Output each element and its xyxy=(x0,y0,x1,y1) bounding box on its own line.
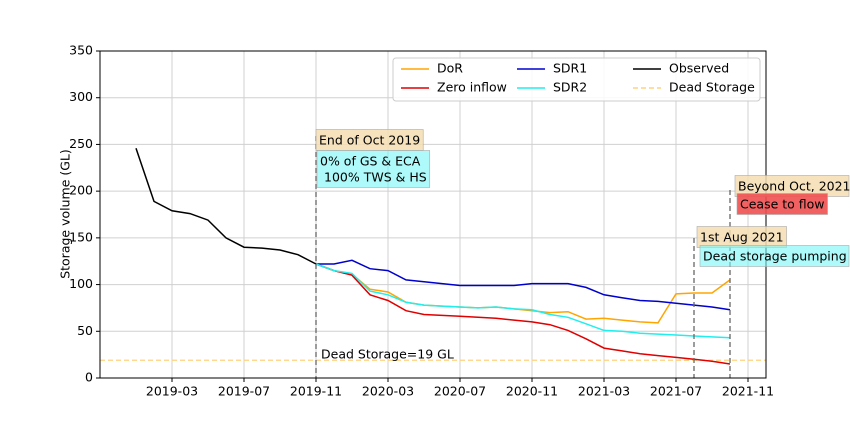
x-tick-label: 2021-03 xyxy=(578,384,630,399)
annotation-box xyxy=(699,245,850,267)
data-line xyxy=(315,263,731,339)
legend-label: SDR1 xyxy=(553,61,587,76)
x-tick-label: 2019-11 xyxy=(290,384,342,399)
y-tick-label: 150 xyxy=(69,229,93,244)
x-tick-label: 2020-03 xyxy=(362,384,414,399)
annotation: Dead Storage=19 GL xyxy=(321,347,454,362)
x-tick-label: 2020-11 xyxy=(506,384,558,399)
y-tick-label: 250 xyxy=(69,136,93,151)
x-tick-label: 2019-07 xyxy=(218,384,270,399)
annotation: Cease to flow xyxy=(736,193,828,215)
annotation: End of Oct 2019 xyxy=(315,129,424,151)
data-line xyxy=(316,259,731,311)
legend-label: Dead Storage xyxy=(669,80,755,95)
annotation-text: 1st Aug 2021 xyxy=(700,230,784,245)
x-tick-label: 2019-03 xyxy=(146,384,198,399)
annotation-text: 0% of GS & ECA xyxy=(320,154,421,169)
y-tick-label: 350 xyxy=(69,43,93,58)
annotation-box xyxy=(736,193,828,215)
y-tick-label: 0 xyxy=(85,370,93,385)
annotation-text: Dead storage pumping xyxy=(703,249,847,264)
annotation-text: Cease to flow xyxy=(740,197,825,212)
y-tick-label: 100 xyxy=(69,276,93,291)
legend-label: Zero inflow xyxy=(437,80,507,95)
annotation-box xyxy=(316,150,431,188)
legend-box xyxy=(392,57,761,102)
data-line xyxy=(315,263,731,365)
annotation: Dead storage pumping xyxy=(699,245,850,267)
y-tick-label: 200 xyxy=(69,183,93,198)
y-tick-label: 50 xyxy=(77,323,93,338)
x-tick-label: 2021-11 xyxy=(722,384,774,399)
annotation-text: End of Oct 2019 xyxy=(319,133,420,148)
data-line xyxy=(135,147,317,265)
annotation: Beyond Oct, 2021 xyxy=(734,175,850,197)
legend-label: SDR2 xyxy=(553,80,587,95)
legend-label: Observed xyxy=(669,61,729,76)
y-tick-label: 300 xyxy=(69,89,93,104)
annotation-text: 100% TWS & HS xyxy=(324,170,427,185)
y-axis-label: Storage volume (GL) xyxy=(58,149,73,279)
annotation: 1st Aug 2021 xyxy=(696,226,787,248)
annotation-text: Beyond Oct, 2021 xyxy=(738,179,850,194)
x-tick-label: 2020-07 xyxy=(434,384,486,399)
x-tick-label: 2021-07 xyxy=(650,384,702,399)
legend-label: DoR xyxy=(437,61,463,76)
annotation-text: Dead Storage=19 GL xyxy=(321,347,454,362)
